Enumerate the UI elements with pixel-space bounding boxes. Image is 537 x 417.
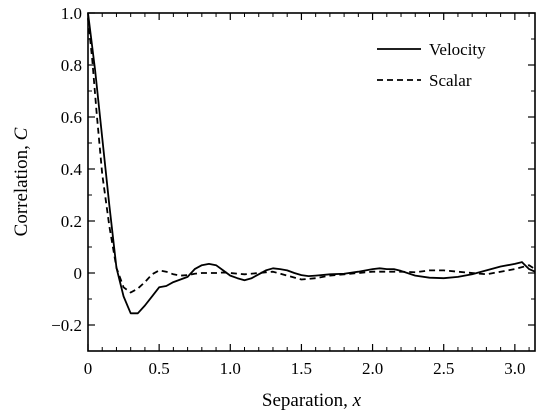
series-line-velocity: [87, 12, 536, 315]
x-tick-label: 0: [84, 359, 93, 378]
y-tick-label: 1.0: [61, 4, 82, 23]
y-tick-label: 0.2: [61, 212, 82, 231]
y-axis-variable: C: [11, 127, 32, 140]
series-lines: [87, 12, 536, 315]
x-axis-variable: x: [352, 390, 362, 411]
x-tick-label: 1.0: [220, 359, 241, 378]
y-axis-label: Correlation, C: [11, 127, 32, 236]
x-tick-label: 3.0: [504, 359, 525, 378]
x-tick-label: 0.5: [149, 359, 170, 378]
y-tick-label: 0.6: [61, 108, 82, 127]
axis-ticks: [87, 12, 535, 352]
x-axis-label: Separation, x: [262, 390, 362, 411]
tick-labels: 0 0.5 1.0 1.5 2.0 2.5 3.0 −0.2 0 0.2 0.4 0.6 0.8 1.0: [51, 4, 525, 378]
x-tick-label: 1.5: [291, 359, 312, 378]
y-tick-label: 0.4: [61, 160, 83, 179]
y-axis-label-text: Correlation,: [11, 140, 32, 236]
legend: Velocity Scalar: [377, 40, 486, 90]
y-tick-label: 0.8: [61, 56, 82, 75]
y-tick-label: 0: [74, 264, 83, 283]
legend-label-velocity: Velocity: [429, 40, 486, 59]
plot-frame: [87, 12, 536, 352]
y-tick-label: −0.2: [51, 316, 82, 335]
legend-label-scalar: Scalar: [429, 71, 472, 90]
series-line-scalar: [87, 18, 536, 294]
x-axis-label-text: Separation,: [262, 390, 353, 411]
x-tick-label: 2.5: [433, 359, 454, 378]
x-tick-label: 2.0: [362, 359, 383, 378]
